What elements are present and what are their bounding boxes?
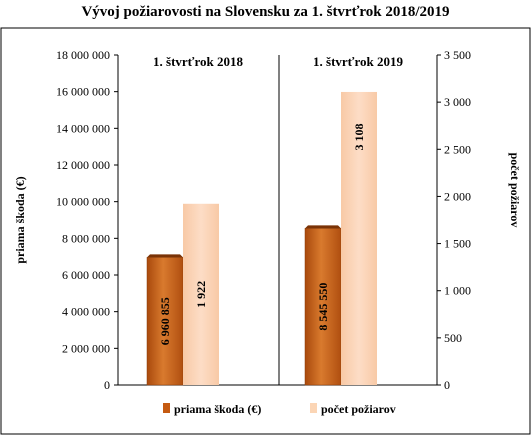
chart-title: Vývoj požiarovosti na Slovensku za 1. št… — [81, 4, 450, 20]
y2-tick-label: 2 000 — [444, 189, 471, 203]
y-tick-label: 2 000 000 — [62, 341, 110, 355]
y2-tick-label: 0 — [444, 378, 450, 392]
bar-count-0 — [183, 203, 219, 385]
panel-title-2019: 1. štvrťrok 2019 — [313, 54, 403, 69]
left-ticks: 0 2 000 000 4 000 000 6 000 000 8 000 000 10 … — [56, 48, 118, 392]
y-tick-label: 14 000 000 — [56, 121, 110, 135]
y2-tick-label: 2 500 — [444, 142, 471, 156]
y-tick-label: 8 000 000 — [62, 231, 110, 245]
bar-count-1 — [341, 91, 377, 386]
y2-tick-label: 3 000 — [444, 95, 471, 109]
y-tick-label: 12 000 000 — [56, 158, 110, 172]
legend-label-count: počet požiarov — [321, 402, 396, 416]
y-axis-title: priama škoda (€) — [13, 176, 27, 263]
legend-swatch-count — [310, 403, 317, 413]
y2-tick-label: 1 500 — [444, 237, 471, 251]
y2-axis-title: počet požiarov — [508, 153, 522, 228]
y2-tick-label: 1 000 — [444, 284, 471, 298]
legend-label-damage: priama škoda (€) — [174, 402, 261, 416]
y-tick-label: 6 000 000 — [62, 268, 110, 282]
bar-damage-1 — [304, 228, 342, 386]
legend: priama škoda (€) počet požiarov — [163, 402, 396, 416]
data-label-damage-0: 6 960 855 — [158, 297, 172, 345]
right-ticks: 0 500 1 000 1 500 2 000 2 500 3 000 3 500 — [437, 48, 471, 392]
data-label-damage-1: 8 545 550 — [316, 283, 330, 331]
data-label-count-0: 1 922 — [194, 281, 208, 308]
y2-tick-label: 3 500 — [444, 48, 471, 62]
y-tick-label: 10 000 000 — [56, 195, 110, 209]
bar-damage-0 — [146, 257, 184, 386]
axes — [117, 55, 438, 386]
y-tick-label: 18 000 000 — [56, 48, 110, 62]
y2-tick-label: 500 — [444, 331, 462, 345]
bar-damage-top-0 — [147, 254, 183, 258]
panel-title-2018: 1. štvrťrok 2018 — [153, 54, 243, 69]
y-tick-label: 16 000 000 — [56, 85, 110, 99]
y-tick-label: 4 000 000 — [62, 305, 110, 319]
bar-damage-top-1 — [305, 225, 341, 229]
y-tick-label: 0 — [104, 378, 110, 392]
chart-border — [0, 27, 531, 435]
data-label-count-1: 3 108 — [352, 123, 366, 150]
legend-swatch-damage — [163, 403, 170, 413]
bars: 6 960 855 1 922 8 545 550 3 108 — [146, 91, 377, 386]
